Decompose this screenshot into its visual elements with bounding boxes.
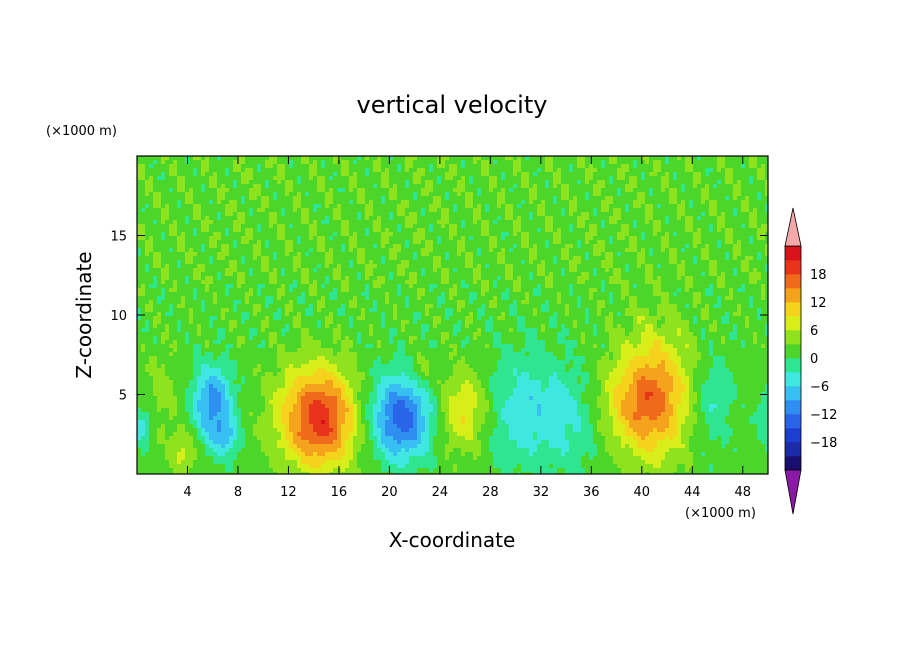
colorbar-segment	[785, 260, 801, 275]
colorbar-tick-label: 18	[810, 268, 827, 283]
x-tick-label: 44	[684, 485, 701, 500]
y-tick-label: 10	[110, 309, 127, 324]
colorbar-under-arrow	[784, 469, 802, 515]
y-axis-units: (×1000 m)	[46, 124, 117, 139]
colorbar-segment	[785, 428, 801, 443]
colorbar-segment	[785, 386, 801, 401]
y-axis-label: Z-coordinate	[72, 251, 96, 378]
x-tick-label: 8	[234, 485, 242, 500]
x-tick-label: 32	[533, 485, 550, 500]
colorbar-segment	[785, 274, 801, 289]
colorbar-segment	[785, 442, 801, 457]
colorbar-over-arrow	[784, 207, 802, 247]
colorbar-segment	[785, 400, 801, 415]
y-tick-label: 5	[119, 389, 127, 404]
x-tick-label: 48	[734, 485, 751, 500]
colorbar-segment	[785, 344, 801, 359]
x-axis-ticks: 4 8 12 16 20 24 28 32 36 40 44 48	[183, 156, 751, 500]
colorbar-segment	[785, 414, 801, 429]
x-tick-label: 12	[280, 485, 297, 500]
x-tick-label: 40	[634, 485, 651, 500]
colorbar-tick-label: −6	[810, 380, 829, 395]
y-tick-label: 15	[110, 230, 127, 245]
x-axis-units: (×1000 m)	[685, 506, 756, 521]
colorbar-segment	[785, 316, 801, 331]
colorbar-segment	[785, 456, 801, 471]
x-tick-label: 36	[583, 485, 600, 500]
x-tick-label: 4	[183, 485, 191, 500]
colorbar-segment	[785, 372, 801, 387]
x-tick-label: 24	[432, 485, 449, 500]
y-axis-ticks: 5 10 15	[110, 230, 768, 404]
x-tick-label: 16	[331, 485, 348, 500]
colorbar-segment	[785, 288, 801, 303]
colorbar-segment	[785, 358, 801, 373]
colorbar-tick-label: 0	[810, 352, 818, 367]
colorbar-tick-label: 12	[810, 296, 827, 311]
heatmap-field	[137, 156, 768, 474]
x-axis-label: X-coordinate	[389, 528, 516, 552]
colorbar-segment	[785, 302, 801, 317]
colorbar-segment	[785, 246, 801, 261]
colorbar-tick-label: −18	[810, 436, 837, 451]
colorbar-tick-label: −12	[810, 408, 837, 423]
chart-title: vertical velocity	[357, 91, 548, 119]
x-tick-label: 28	[482, 485, 499, 500]
colorbar-segment	[785, 330, 801, 345]
colorbar: 18 12 6 0 −6 −12 −18	[784, 207, 837, 515]
x-tick-label: 20	[381, 485, 398, 500]
colorbar-tick-label: 6	[810, 324, 818, 339]
